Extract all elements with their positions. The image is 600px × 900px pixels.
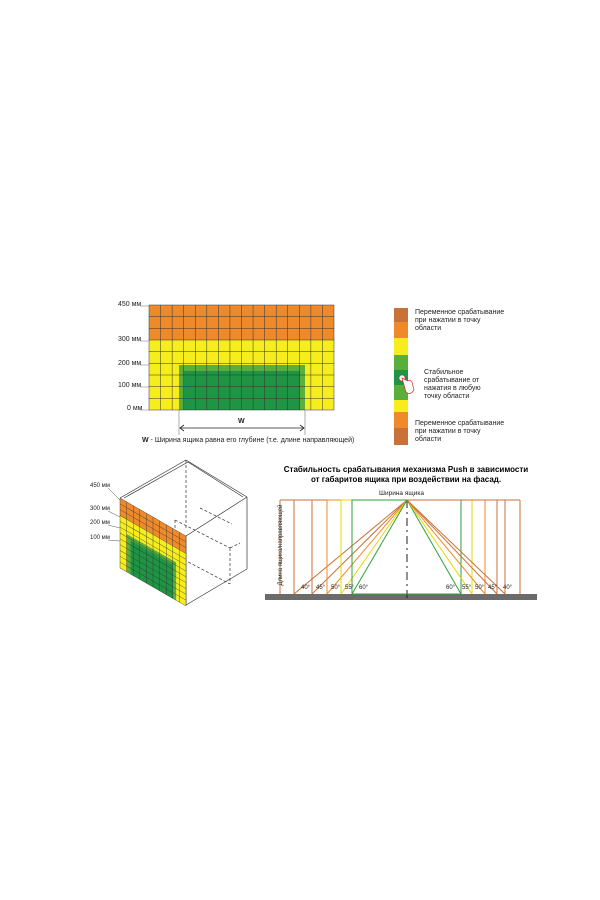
legend-segment-orange (394, 322, 408, 338)
angle-ray-left (351, 499, 408, 595)
cube-grid-line (120, 532, 186, 572)
legend-segment-green (394, 385, 408, 400)
cube-grid-line (120, 526, 186, 566)
level-label-450: 450 мм (118, 301, 142, 308)
angle-label-left: 60° (359, 585, 369, 591)
angle-label-left: 55° (345, 585, 355, 591)
cube-level-300: 300 мм (90, 506, 110, 512)
legend-top-text: Переменное срабатывание при нажатии в то… (415, 309, 505, 332)
width-symbol: W (238, 418, 245, 425)
legend-segment-green (394, 355, 408, 370)
legend-bottom-text: Переменное срабатывание при нажатии в то… (415, 420, 505, 443)
cube-grid-line (120, 556, 186, 595)
pointing-hand-icon (398, 374, 415, 394)
cube-edge (185, 459, 248, 498)
cube-level-100: 100 мм (90, 535, 110, 541)
legend-segment-yellow (394, 400, 408, 412)
hand-shape (401, 377, 415, 394)
legend-segment-brown (394, 428, 408, 445)
angle-label-left: 45° (316, 585, 326, 591)
angle-ray-right (406, 499, 462, 595)
level-label-0: 0 мм (127, 405, 143, 412)
cube-grid-line (120, 509, 186, 548)
cube-hidden (229, 542, 241, 549)
legend-segment-orange (394, 412, 408, 428)
legend-segment-yellow (394, 338, 408, 355)
cube-level-leader (107, 487, 121, 501)
cube-grid-line (120, 561, 186, 601)
cube-level-200: 200 мм (90, 520, 110, 526)
angle-ray-right (406, 499, 498, 595)
cube-grid-line (120, 567, 186, 607)
angle-ray-right (406, 499, 506, 595)
cube-dark-green-zone (130, 540, 173, 599)
drawer-outline-left-green (351, 499, 407, 594)
angle-label-left: 40° (301, 585, 311, 591)
cube-level-leader (107, 524, 121, 529)
cube-edge (185, 496, 248, 537)
width-arrowheads (179, 424, 305, 432)
angle-label-right: 50° (475, 585, 485, 591)
drawer-width-label: Ширина ящика (379, 490, 424, 497)
level-label-300: 300 мм (118, 336, 142, 343)
angle-label-right: 60° (446, 585, 456, 591)
cube-level-450: 450 мм (90, 483, 110, 489)
angle-ray-left (326, 499, 408, 595)
cube-edge (123, 461, 189, 499)
width-caption: W - Ширина ящика равна его глубине (т.е.… (142, 437, 354, 444)
angle-diagram-title: Стабильность срабатывания механизма Push… (260, 465, 552, 485)
title-line-2: от габаритов ящика при воздействии на фа… (310, 475, 502, 484)
cube-hidden (199, 507, 233, 525)
cube-front-grid (119, 497, 187, 607)
cube-edge (187, 461, 244, 498)
cube-level-leader (107, 539, 121, 542)
title-line-1: Стабильность срабатывания механизма Push… (283, 465, 529, 474)
angle-label-right: 45° (488, 585, 498, 591)
angle-label-right: 40° (503, 585, 513, 591)
cube-grid-line (120, 503, 186, 543)
angle-ray-right (406, 499, 473, 595)
drawer-length-label: Длина ящика/направляющей (278, 504, 284, 586)
angle-ray-left (293, 499, 408, 595)
cube-hidden (174, 519, 231, 549)
angle-ray-right (406, 499, 486, 595)
cube-grid-line (120, 544, 186, 583)
cube-edge (119, 459, 187, 499)
cube-grid-line (120, 550, 186, 589)
cube-grid-line (120, 515, 186, 554)
dark-green-zone (184, 371, 300, 410)
angle-ray-left (311, 499, 408, 595)
caption-symbol: W (142, 437, 149, 444)
cube-grid-line (120, 521, 186, 560)
cube-grid-line (120, 497, 186, 537)
cube-grid-line (120, 538, 186, 578)
legend-middle-text: Стабильное срабатывание от нажатия в люб… (424, 369, 481, 400)
cube-level-leader (107, 510, 121, 518)
angle-label-left: 50° (331, 585, 341, 591)
level-label-200: 200 мм (118, 360, 142, 367)
legend-segment-brown (394, 308, 408, 322)
cube-edge (185, 568, 248, 606)
level-label-100: 100 мм (118, 382, 142, 389)
angle-label-right: 55° (462, 585, 472, 591)
caption-text: - Ширина ящика равна его глубине (т.е. д… (148, 437, 355, 444)
floor-bar (265, 594, 537, 600)
